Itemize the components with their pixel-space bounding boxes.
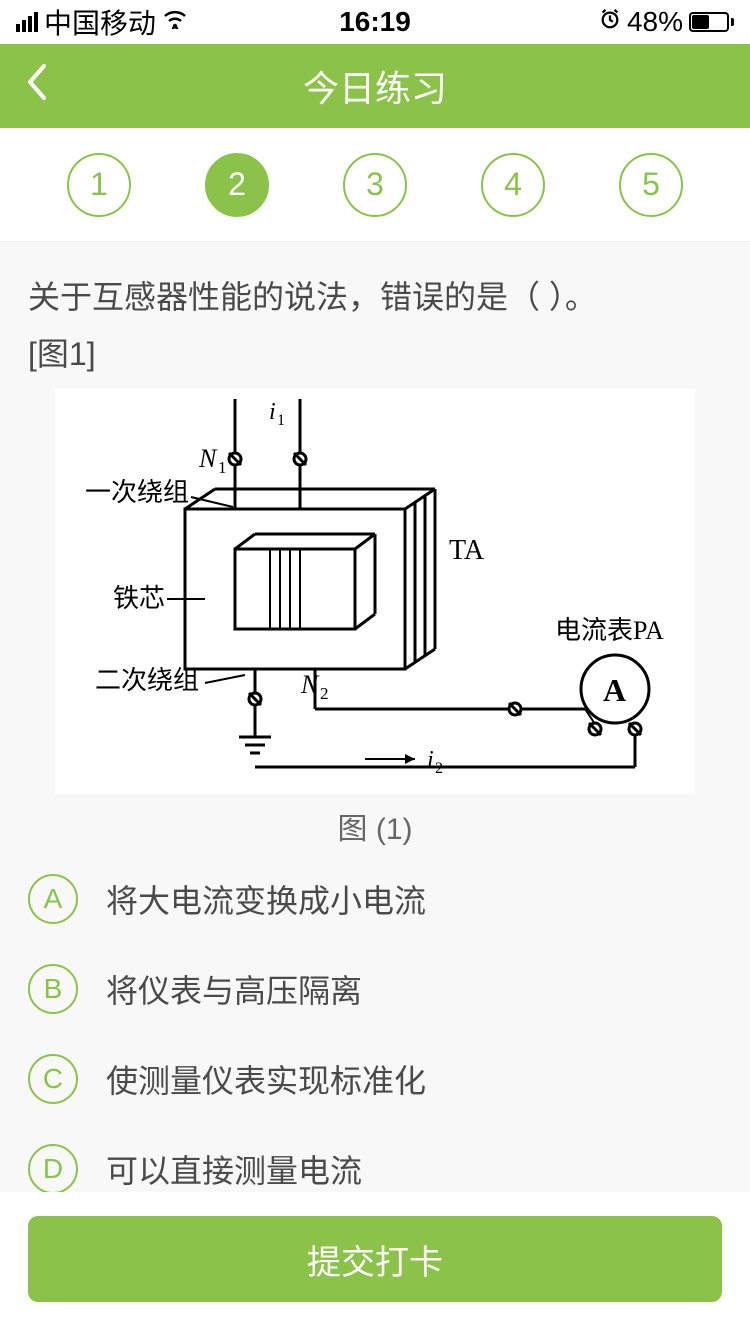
question-num-3[interactable]: 3 (343, 153, 407, 217)
question-num-1[interactable]: 1 (67, 153, 131, 217)
option-b[interactable]: B 将仪表与高压隔离 (28, 964, 722, 1014)
question-num-4[interactable]: 4 (481, 153, 545, 217)
content-area: 关于互感器性能的说法，错误的是（ ）。 [图1] i 1 N 1 (0, 242, 750, 1192)
options-list: A 将大电流变换成小电流 B 将仪表与高压隔离 C 使测量仪表实现标准化 D 可… (28, 874, 722, 1192)
status-bar: 中国移动 16:19 48% (0, 0, 750, 44)
submit-area: 提交打卡 (0, 1192, 750, 1334)
option-a[interactable]: A 将大电流变换成小电流 (28, 874, 722, 924)
option-letter: A (28, 874, 78, 924)
diagram-caption: 图 (1) (28, 804, 722, 848)
alarm-icon (599, 8, 621, 36)
svg-text:i: i (427, 747, 434, 773)
svg-text:电流表PA: 电流表PA (555, 616, 664, 645)
option-c[interactable]: C 使测量仪表实现标准化 (28, 1054, 722, 1104)
option-text: 使测量仪表实现标准化 (106, 1056, 426, 1102)
svg-text:一次绕组: 一次绕组 (85, 478, 189, 507)
page-title: 今日练习 (303, 60, 447, 112)
status-time: 16:19 (339, 6, 411, 38)
svg-text:A: A (603, 672, 626, 708)
svg-text:1: 1 (218, 458, 227, 477)
carrier-label: 中国移动 (44, 2, 156, 42)
question-num-5[interactable]: 5 (619, 153, 683, 217)
status-right: 48% (599, 6, 734, 38)
figure-reference: [图1] (28, 329, 722, 375)
svg-text:TA: TA (449, 535, 485, 566)
status-left: 中国移动 (16, 2, 188, 42)
submit-button[interactable]: 提交打卡 (28, 1216, 722, 1302)
option-text: 可以直接测量电流 (106, 1146, 362, 1192)
question-number-nav: 1 2 3 4 5 (0, 128, 750, 242)
battery-icon (689, 12, 734, 32)
svg-text:二次绕组: 二次绕组 (95, 666, 199, 695)
question-num-2[interactable]: 2 (205, 153, 269, 217)
option-text: 将大电流变换成小电流 (106, 876, 426, 922)
option-text: 将仪表与高压隔离 (106, 966, 362, 1012)
option-d[interactable]: D 可以直接测量电流 (28, 1144, 722, 1192)
wifi-icon (162, 8, 188, 36)
back-button[interactable] (24, 59, 48, 114)
svg-text:1: 1 (277, 412, 285, 429)
signal-icon (16, 12, 38, 32)
svg-text:铁芯: 铁芯 (113, 584, 165, 613)
svg-text:2: 2 (435, 760, 443, 777)
option-letter: C (28, 1054, 78, 1104)
nav-header: 今日练习 (0, 44, 750, 128)
svg-text:i: i (269, 399, 276, 425)
svg-text:N: N (198, 444, 218, 473)
option-letter: B (28, 964, 78, 1014)
question-text: 关于互感器性能的说法，错误的是（ ）。 (28, 272, 722, 323)
battery-pct: 48% (627, 6, 683, 38)
svg-text:2: 2 (320, 684, 329, 703)
circuit-diagram: i 1 N 1 (55, 389, 695, 794)
option-letter: D (28, 1144, 78, 1192)
svg-text:N: N (300, 670, 320, 699)
